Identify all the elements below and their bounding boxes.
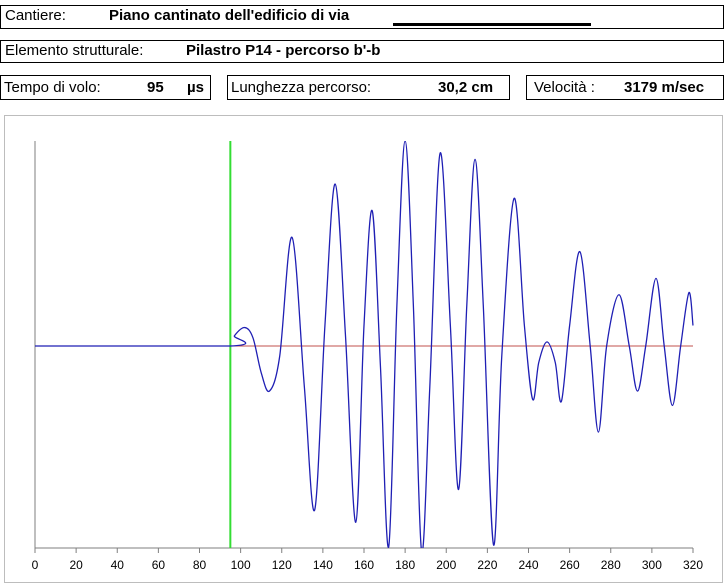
elemento-label: Elemento strutturale: (5, 42, 144, 59)
x-tick-label: 240 (518, 558, 538, 572)
lunghezza-label: Lunghezza percorso: (231, 79, 372, 96)
cantiere-value: Piano cantinato dell'edificio di via (109, 7, 350, 24)
x-tick-label: 60 (152, 558, 166, 572)
tempo-unit: µs (187, 79, 204, 96)
x-tick-label: 140 (313, 558, 333, 572)
x-tick-label: 200 (436, 558, 456, 572)
elemento-value: Pilastro P14 - percorso b'-b (186, 42, 381, 59)
x-tick-label: 280 (601, 558, 621, 572)
x-tick-label: 40 (111, 558, 125, 572)
cantiere-row: Cantiere: Piano cantinato dell'edificio … (0, 5, 724, 29)
velocita-label: Velocità : (534, 79, 595, 96)
x-tick-label: 120 (272, 558, 292, 572)
x-tick-label: 180 (395, 558, 415, 572)
cantiere-blank-line (393, 23, 591, 26)
chart-frame (4, 115, 723, 583)
elemento-row: Elemento strutturale: Pilastro P14 - per… (0, 40, 724, 63)
tempo-label: Tempo di volo: (4, 79, 101, 96)
waveform-series-line (35, 141, 694, 548)
lunghezza-box: Lunghezza percorso: 30,2 cm (227, 75, 510, 100)
tempo-box: Tempo di volo: 95 µs (0, 75, 211, 100)
velocita-value: 3179 m/sec (624, 79, 705, 96)
tempo-value: 95 (147, 79, 164, 96)
velocita-box: Velocità : 3179 m/sec (526, 75, 724, 100)
lunghezza-value: 30,2 cm (438, 79, 494, 96)
x-tick-label: 220 (477, 558, 497, 572)
x-tick-label: 20 (69, 558, 83, 572)
x-tick-label: 100 (231, 558, 251, 572)
x-tick-label: 260 (560, 558, 580, 572)
x-tick-label: 0 (32, 558, 39, 572)
x-tick-label: 320 (683, 558, 703, 572)
x-tick-label: 160 (354, 558, 374, 572)
x-tick-label: 80 (193, 558, 207, 572)
x-tick-label: 300 (642, 558, 662, 572)
cantiere-label: Cantiere: (5, 7, 66, 24)
